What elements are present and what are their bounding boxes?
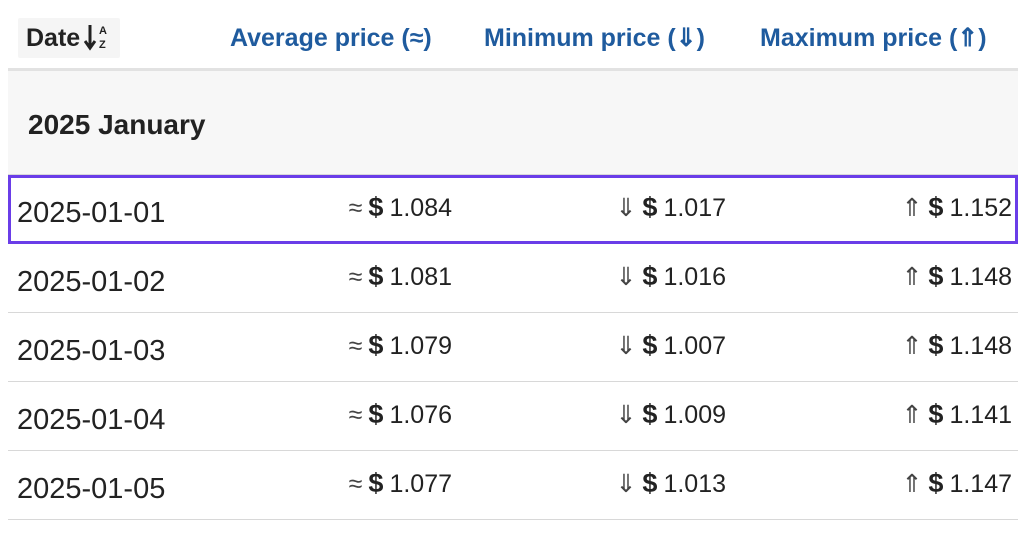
double-arrow-down-icon: ⇓ xyxy=(615,263,637,291)
price-value: 1.084 xyxy=(389,194,452,222)
minimum-price-cell: ⇓ $1.016 xyxy=(615,242,726,310)
average-price-cell: ≈ $1.076 xyxy=(349,380,452,448)
double-arrow-down-icon: ⇓ xyxy=(615,401,637,429)
average-price-cell: ≈ $1.084 xyxy=(349,173,452,241)
currency-symbol: $ xyxy=(642,399,658,429)
currency-symbol: $ xyxy=(368,261,384,291)
approx-icon: ≈ xyxy=(348,194,363,222)
svg-text:Z: Z xyxy=(99,39,106,51)
table-row-partial xyxy=(8,520,1018,540)
minimum-price-cell: ⇓ $1.013 xyxy=(615,449,726,517)
price-value: 1.017 xyxy=(663,194,726,222)
price-value: 1.148 xyxy=(949,332,1012,360)
maximum-price-cell: ⇑ $1.148 xyxy=(901,311,1012,379)
approx-icon: ≈ xyxy=(348,401,363,429)
price-value: 1.076 xyxy=(389,401,452,429)
double-arrow-down-icon: ⇓ xyxy=(615,470,637,498)
double-arrow-up-icon: ⇑ xyxy=(901,470,923,498)
price-value: 1.013 xyxy=(663,470,726,498)
average-price-cell: ≈ $1.079 xyxy=(349,311,452,379)
price-value: 1.152 xyxy=(949,194,1012,222)
table-body: 2025-01-01 ≈ $1.084 ⇓ $1.017 ⇑ $1.152 2025-01-0… xyxy=(8,175,1018,520)
price-value: 1.147 xyxy=(949,470,1012,498)
date-cell: 2025-01-02 xyxy=(17,266,166,298)
currency-symbol: $ xyxy=(642,330,658,360)
average-price-cell: ≈ $1.077 xyxy=(349,449,452,517)
price-value: 1.009 xyxy=(663,401,726,429)
month-group-title: 2025 January xyxy=(28,109,206,140)
currency-symbol: $ xyxy=(642,261,658,291)
price-value: 1.077 xyxy=(389,470,452,498)
double-arrow-down-icon: ⇓ xyxy=(615,194,637,222)
currency-symbol: $ xyxy=(928,261,944,291)
maximum-price-cell: ⇑ $1.147 xyxy=(901,449,1012,517)
price-value: 1.081 xyxy=(389,263,452,291)
date-cell: 2025-01-03 xyxy=(17,335,166,367)
date-cell: 2025-01-04 xyxy=(17,404,166,436)
minimum-price-cell: ⇓ $1.009 xyxy=(615,380,726,448)
table-row[interactable]: 2025-01-02 ≈ $1.081 ⇓ $1.016 ⇑ $1.148 xyxy=(8,244,1018,313)
approx-icon: ≈ xyxy=(348,470,363,498)
double-arrow-up-icon: ⇑ xyxy=(901,401,923,429)
currency-symbol: $ xyxy=(928,192,944,222)
currency-symbol: $ xyxy=(642,468,658,498)
price-value: 1.016 xyxy=(663,263,726,291)
currency-symbol: $ xyxy=(368,399,384,429)
currency-symbol: $ xyxy=(928,330,944,360)
maximum-price-cell: ⇑ $1.148 xyxy=(901,242,1012,310)
maximum-price-cell: ⇑ $1.152 xyxy=(901,173,1012,241)
date-column-header[interactable]: Date A Z xyxy=(18,18,121,58)
table-header: Date A Z Average price (≈) Minimum price… xyxy=(8,4,1018,71)
currency-symbol: $ xyxy=(928,468,944,498)
svg-text:A: A xyxy=(99,25,107,37)
price-value: 1.007 xyxy=(663,332,726,360)
table-row[interactable]: 2025-01-03 ≈ $1.079 ⇓ $1.007 ⇑ $1.148 xyxy=(8,313,1018,382)
double-arrow-down-icon: ⇓ xyxy=(615,332,637,360)
date-header-label: Date xyxy=(26,24,81,52)
double-arrow-up-icon: ⇑ xyxy=(901,263,923,291)
price-value: 1.079 xyxy=(389,332,452,360)
double-arrow-up-icon: ⇑ xyxy=(901,194,923,222)
double-arrow-up-icon: ⇑ xyxy=(901,332,923,360)
date-cell: 2025-01-01 xyxy=(17,197,166,229)
minimum-price-column-header[interactable]: Minimum price (⇓) xyxy=(484,24,705,52)
table-row[interactable]: 2025-01-05 ≈ $1.077 ⇓ $1.013 ⇑ $1.147 xyxy=(8,451,1018,520)
table-row[interactable]: 2025-01-04 ≈ $1.076 ⇓ $1.009 ⇑ $1.141 xyxy=(8,382,1018,451)
price-value: 1.148 xyxy=(949,263,1012,291)
price-value: 1.141 xyxy=(949,401,1012,429)
average-price-cell: ≈ $1.081 xyxy=(349,242,452,310)
currency-symbol: $ xyxy=(368,192,384,222)
maximum-price-cell: ⇑ $1.141 xyxy=(901,380,1012,448)
price-table: Date A Z Average price (≈) Minimum price… xyxy=(8,4,1018,540)
currency-symbol: $ xyxy=(368,330,384,360)
approx-icon: ≈ xyxy=(348,263,363,291)
month-group-row: 2025 January xyxy=(8,71,1018,175)
currency-symbol: $ xyxy=(368,468,384,498)
currency-symbol: $ xyxy=(928,399,944,429)
minimum-price-cell: ⇓ $1.007 xyxy=(615,311,726,379)
currency-symbol: $ xyxy=(642,192,658,222)
approx-icon: ≈ xyxy=(348,332,363,360)
average-price-column-header[interactable]: Average price (≈) xyxy=(230,24,432,52)
minimum-price-cell: ⇓ $1.017 xyxy=(615,173,726,241)
maximum-price-column-header[interactable]: Maximum price (⇑) xyxy=(760,24,987,52)
table-row[interactable]: 2025-01-01 ≈ $1.084 ⇓ $1.017 ⇑ $1.152 xyxy=(8,175,1018,244)
sort-alpha-down-icon: A Z xyxy=(83,22,110,52)
date-cell: 2025-01-05 xyxy=(17,473,166,505)
